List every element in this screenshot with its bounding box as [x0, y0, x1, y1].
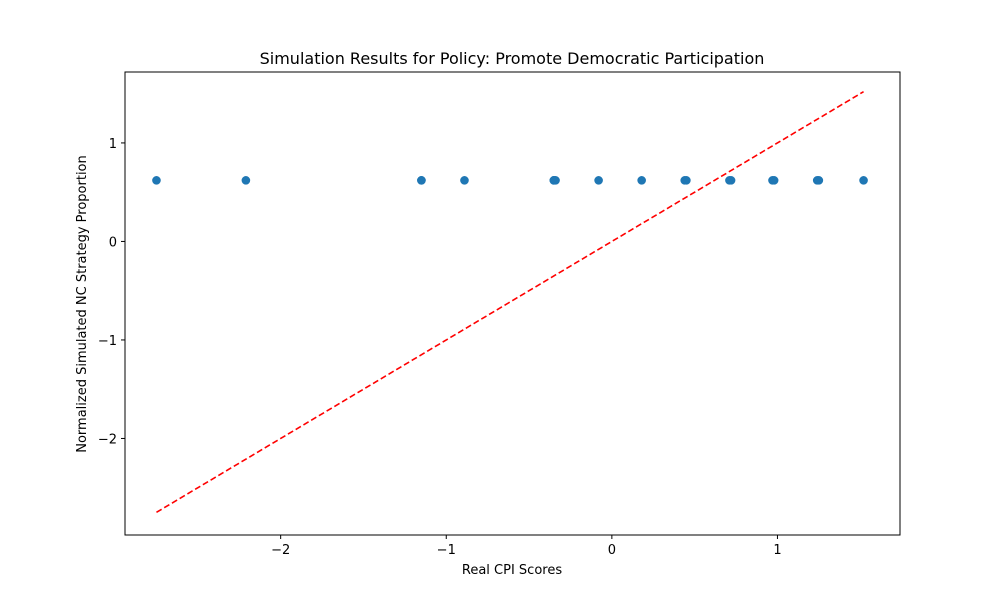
y-tick-label: −2	[98, 432, 117, 447]
chart-title: Simulation Results for Policy: Promote D…	[260, 49, 765, 68]
plot-frame	[124, 71, 901, 536]
scatter-point	[680, 176, 690, 185]
x-tick-label: 0	[608, 543, 616, 558]
scatter-point	[859, 176, 868, 185]
y-axis-label: Normalized Simulated NC Strategy Proport…	[75, 155, 90, 453]
scatter-point	[726, 176, 736, 185]
reference-line	[156, 91, 864, 514]
y-tick-label: 1	[109, 137, 117, 152]
scatter-point	[241, 176, 251, 185]
scatter-point	[594, 176, 603, 185]
scatter-point	[549, 176, 559, 185]
scatter-point	[152, 176, 161, 185]
plot-area: −2 −1 0 1 −2 −1 0 1	[98, 71, 901, 558]
x-axis-label: Real CPI Scores	[462, 563, 562, 578]
scatter-point	[814, 176, 824, 185]
y-tick-label: −1	[98, 334, 117, 349]
x-tick-label: −1	[437, 543, 456, 558]
x-tick-label: −2	[271, 543, 290, 558]
scatter-point	[768, 176, 777, 185]
scatter-point	[637, 176, 646, 185]
scatter-point	[417, 176, 426, 185]
x-tick-label: 1	[773, 543, 781, 558]
scatter-point	[460, 176, 469, 185]
y-tick-label: 0	[109, 235, 117, 250]
